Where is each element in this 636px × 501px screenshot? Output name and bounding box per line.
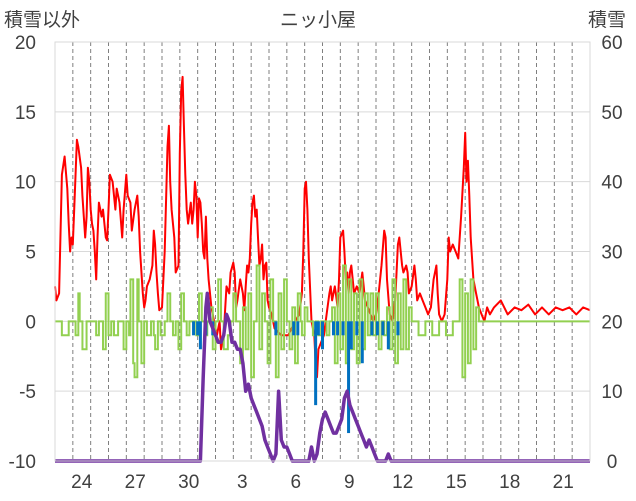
bar-mark — [314, 321, 318, 406]
bar-mark — [331, 321, 335, 336]
plot-area — [54, 75, 591, 463]
x-tick-label: 24 — [71, 472, 93, 493]
right-axis-label: 積雪 — [588, 9, 626, 31]
right-tick-label: 30 — [601, 243, 622, 264]
right-tick-label: 0 — [607, 452, 618, 473]
x-tick-label: 30 — [178, 472, 199, 493]
left-y-axis: 20 15 10 5 0 -5 -10 — [9, 33, 36, 473]
left-tick-label: 5 — [25, 243, 36, 264]
bar-mark — [292, 321, 296, 336]
bar-mark — [396, 321, 400, 336]
bar-mark — [355, 321, 359, 336]
x-tick-label: 18 — [499, 472, 520, 493]
x-axis: 24 27 30 3 6 9 12 15 18 21 — [71, 472, 574, 493]
left-tick-label: 10 — [15, 173, 36, 194]
bar-mark — [198, 321, 202, 350]
bar-mark — [296, 321, 300, 336]
left-axis-label: 積雪以外 — [4, 9, 80, 31]
x-tick-label: 21 — [553, 472, 574, 493]
bar-mark — [370, 321, 374, 336]
right-tick-label: 10 — [601, 382, 622, 403]
bar-mark — [347, 321, 351, 434]
left-tick-label: 0 — [25, 312, 36, 333]
bar-mark — [349, 321, 353, 350]
plot-border — [54, 41, 591, 462]
bar-mark — [316, 321, 320, 336]
bar-mark — [321, 321, 324, 350]
x-tick-label: 6 — [290, 472, 301, 493]
right-tick-label: 60 — [601, 33, 622, 54]
right-tick-label: 50 — [601, 103, 622, 124]
bar-mark — [336, 321, 340, 336]
x-tick-label: 12 — [392, 472, 413, 493]
bar-mark — [381, 321, 385, 336]
red-series-line — [54, 75, 591, 379]
right-y-axis: 60 50 40 30 20 10 0 — [601, 33, 622, 473]
x-tick-label: 9 — [344, 472, 355, 493]
bar-mark — [274, 321, 278, 336]
bar-mark — [386, 321, 390, 350]
left-tick-label: 20 — [15, 33, 36, 54]
left-tick-label: -5 — [19, 382, 36, 403]
chart-title: ニッ小屋 — [280, 9, 356, 31]
left-tick-label: -10 — [9, 452, 36, 473]
grid — [55, 41, 590, 462]
x-tick-label: 3 — [237, 472, 248, 493]
left-tick-label: 15 — [15, 103, 36, 124]
x-tick-label: 27 — [125, 472, 146, 493]
bar-mark — [341, 321, 345, 336]
bar-mark — [360, 321, 364, 364]
right-tick-label: 20 — [601, 312, 622, 333]
green-series-line — [55, 264, 590, 379]
x-tick-label: 15 — [446, 472, 467, 493]
bar-mark — [192, 321, 196, 336]
right-tick-label: 40 — [601, 173, 622, 194]
bar-mark — [375, 321, 379, 336]
bar-mark — [196, 321, 200, 336]
